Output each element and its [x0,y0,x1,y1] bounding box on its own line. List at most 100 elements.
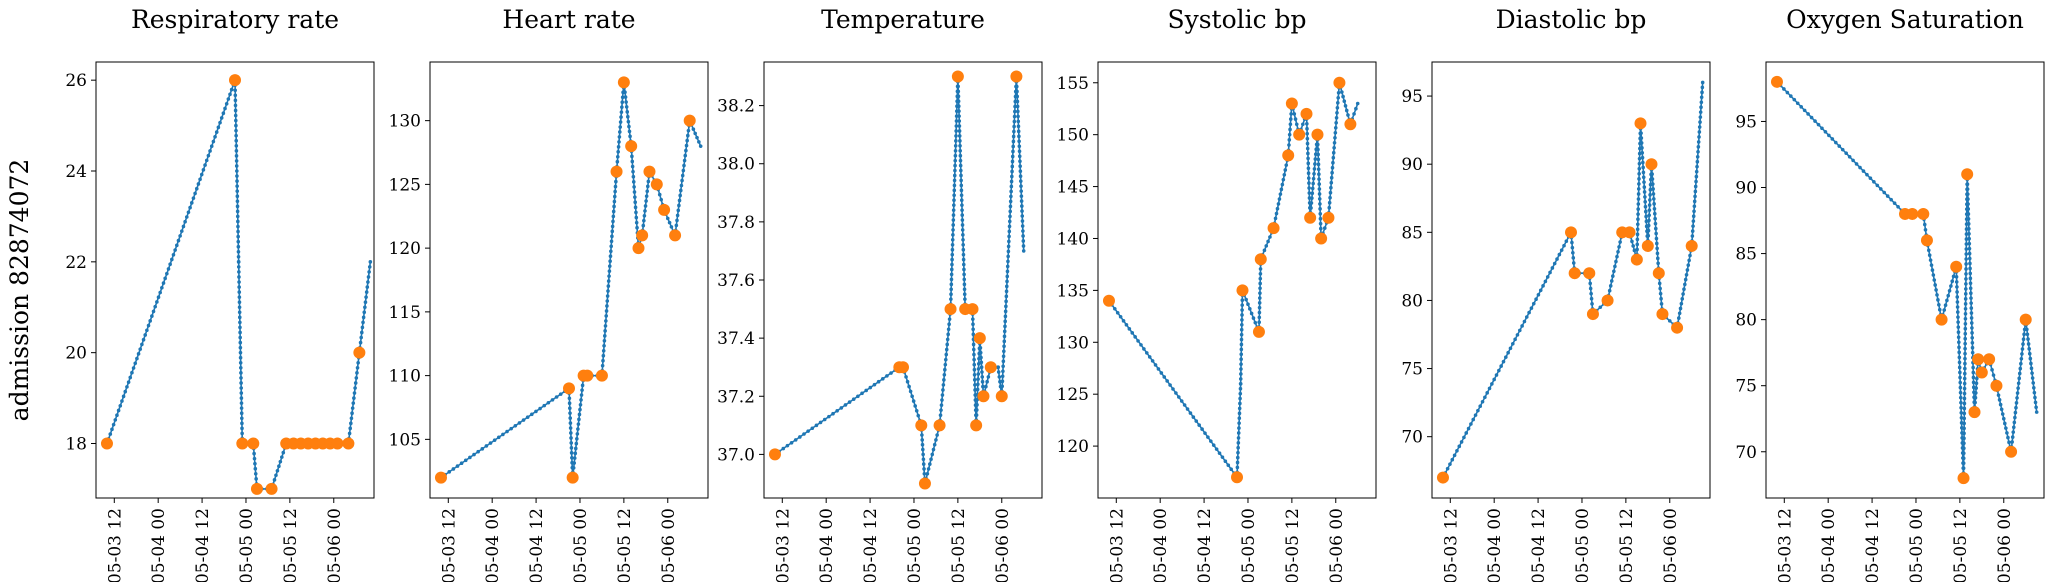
series-point [1641,165,1645,170]
series-point [1927,253,1932,258]
series-point [1630,239,1634,244]
series-point [617,135,622,139]
series-point [1964,277,1968,281]
x-tick-label: 05-04 00 [1151,508,1171,582]
series-point [2026,342,2031,346]
series-point [2031,385,2036,390]
series-point [996,370,1001,374]
series-point [1991,373,1996,377]
y-tick-label: 90 [1401,155,1423,175]
series-point [1281,177,1286,182]
series-point [233,113,238,118]
series-point [1240,318,1244,322]
observation-point [1656,308,1669,321]
series-point [1698,115,1703,119]
series-point [1651,192,1656,196]
series-point [534,409,538,414]
series-point [1139,343,1143,347]
series-point [950,247,955,252]
series-point [603,329,607,333]
series-point [239,411,244,416]
series-point [1021,249,1026,253]
series-point [1699,100,1704,105]
series-point [604,314,609,318]
series-point [1962,451,1966,456]
series-point [872,382,877,387]
series-point [856,394,860,399]
series-point [601,348,606,353]
series-point [1667,319,1672,323]
series-point [635,225,639,230]
series-point [367,270,371,274]
series-point [606,289,610,293]
series-point [1878,187,1883,191]
series-point [567,401,572,406]
series-point [1820,126,1824,131]
series-point [459,461,464,466]
series-point [1962,446,1966,451]
series-point [667,220,672,225]
series-point [697,140,701,144]
series-point [1011,134,1016,139]
series-point [946,332,950,337]
series-point [1229,467,1233,472]
series-point [971,347,976,352]
series-point [235,169,239,173]
series-point [1487,386,1492,391]
series-point [961,238,965,242]
series-point [1636,207,1640,211]
series-point [612,199,617,204]
series-point [1695,164,1699,169]
series-point [1239,332,1244,337]
series-point [1002,329,1007,334]
series-point [1322,226,1327,230]
series-point [236,244,241,249]
series-point [1334,115,1339,120]
series-point [1964,252,1969,256]
series-point [1615,254,1619,259]
series-point [1642,190,1647,194]
series-point [1220,455,1225,459]
observation-point [1267,222,1280,235]
series-point [277,464,281,469]
series-point [952,188,957,193]
series-point [1511,341,1515,346]
series-point [1639,131,1643,135]
y-tick-label: 75 [1735,377,1757,397]
series-point [1002,349,1006,354]
series-point [1548,270,1552,275]
series-point [624,100,628,104]
series-point [1653,226,1658,231]
series-point [1011,149,1015,154]
series-point [976,377,980,381]
series-point [934,438,938,442]
series-point [1223,459,1228,463]
x-tick-label: 05-04 00 [483,508,503,582]
series-point [1238,396,1242,401]
series-point [876,379,881,384]
series-point [108,432,113,436]
series-point [1021,244,1026,248]
series-point [1333,130,1338,135]
series-point [146,323,151,328]
series-point [1955,305,1960,309]
series-point [610,234,614,239]
series-point [572,461,577,465]
series-point [1238,401,1242,406]
series-point [1700,80,1705,85]
series-point [1963,356,1967,361]
observation-point [1935,313,1948,326]
series-point [1147,355,1152,359]
series-point [237,300,242,305]
series-point [236,224,240,229]
series-point [1239,342,1244,347]
series-point [1346,113,1350,117]
series-point [513,423,518,428]
series-point [1637,171,1641,176]
y-tick-label: 85 [1401,223,1423,243]
series-point [1656,261,1660,266]
chart-panel: Heart rate 105 110 115 120 125 130 05-03 12 05-0… [389,5,709,582]
series-point [363,305,367,310]
series-point [237,280,241,284]
x-tick-label: 05-03 12 [1775,508,1795,582]
